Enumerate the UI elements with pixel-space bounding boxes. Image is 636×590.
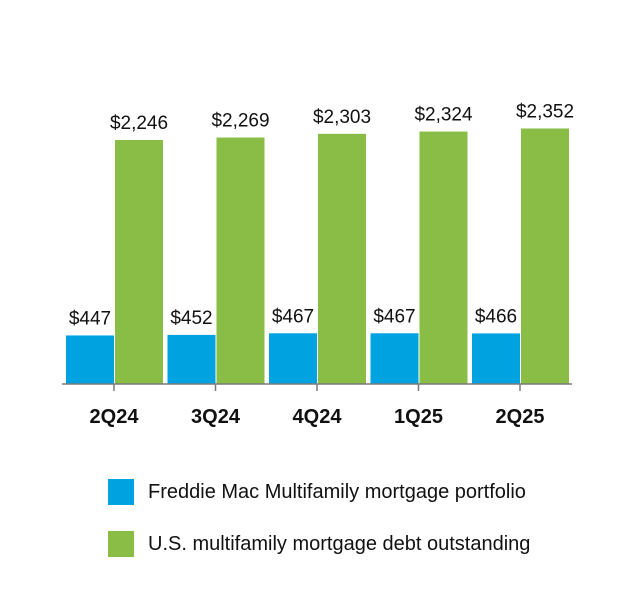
bar-portfolio-4q24 bbox=[269, 333, 317, 384]
legend: Freddie Mac Multifamily mortgage portfol… bbox=[108, 478, 530, 582]
value-labels-group: $447 $2,246 $452 $2,269 $467 $2,303 $467 $2,324… bbox=[69, 102, 574, 330]
value-label-debt-outstanding-2q24: $2,246 bbox=[110, 113, 168, 134]
bar-portfolio-3q24 bbox=[167, 334, 216, 384]
bar-debt-outstanding-2q25 bbox=[521, 128, 569, 384]
legend-swatch-portfolio bbox=[108, 479, 134, 505]
bar-chart: $447 $2,246 $452 $2,269 $467 $2,303 $467 $2,324… bbox=[62, 102, 574, 428]
category-label-4q24: 4Q24 bbox=[293, 406, 343, 428]
value-label-debt-outstanding-1q25: $2,324 bbox=[414, 105, 473, 126]
category-label-3q24: 3Q24 bbox=[191, 406, 241, 428]
value-label-portfolio-1q25: $467 bbox=[373, 306, 415, 327]
bars-group bbox=[66, 128, 569, 384]
legend-swatch-debt-outstanding bbox=[108, 531, 134, 557]
legend-item-portfolio: Freddie Mac Multifamily mortgage portfol… bbox=[108, 478, 530, 506]
value-label-debt-outstanding-2q25: $2,352 bbox=[516, 102, 574, 123]
x-axis-ticks bbox=[113, 384, 521, 391]
bar-debt-outstanding-1q25 bbox=[419, 131, 468, 384]
value-label-portfolio-3q24: $452 bbox=[170, 308, 212, 329]
value-label-debt-outstanding-3q24: $2,269 bbox=[211, 111, 269, 132]
value-label-portfolio-2q25: $466 bbox=[475, 306, 517, 327]
bar-portfolio-1q25 bbox=[370, 333, 419, 384]
value-label-portfolio-4q24: $467 bbox=[272, 306, 314, 327]
category-label-1q25: 1Q25 bbox=[394, 406, 443, 428]
bar-portfolio-2q24 bbox=[66, 335, 114, 384]
category-label-2q24: 2Q24 bbox=[90, 406, 140, 428]
value-label-debt-outstanding-4q24: $2,303 bbox=[313, 107, 371, 128]
bar-portfolio-2q25 bbox=[472, 333, 520, 384]
bar-debt-outstanding-2q24 bbox=[115, 140, 163, 384]
category-label-2q25: 2Q25 bbox=[496, 406, 545, 428]
legend-label-portfolio: Freddie Mac Multifamily mortgage portfol… bbox=[148, 480, 526, 503]
bar-debt-outstanding-3q24 bbox=[216, 137, 265, 384]
value-label-portfolio-2q24: $447 bbox=[69, 308, 111, 329]
legend-label-debt-outstanding: U.S. multifamily mortgage debt outstandi… bbox=[148, 532, 531, 555]
category-labels-group: 2Q24 3Q24 4Q24 1Q25 2Q25 bbox=[90, 406, 545, 428]
bar-debt-outstanding-4q24 bbox=[318, 133, 366, 384]
legend-item-debt-outstanding: U.S. multifamily mortgage debt outstandi… bbox=[108, 530, 530, 558]
